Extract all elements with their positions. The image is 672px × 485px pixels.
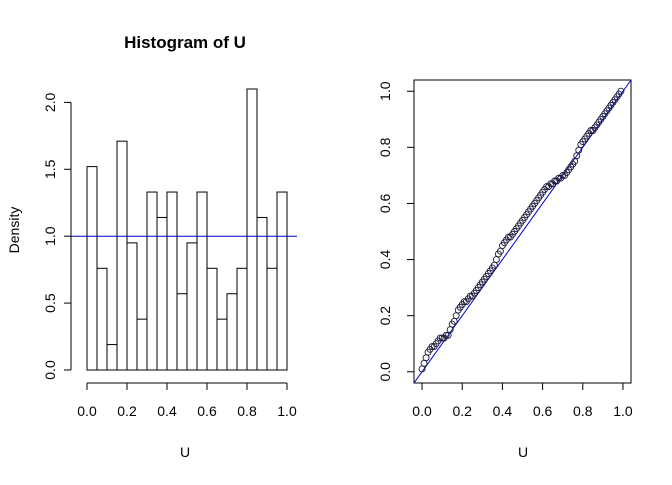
histogram-bar [96, 267, 108, 371]
y-tick-label: 2.0 [42, 92, 58, 112]
histogram-bar [206, 267, 218, 371]
qq-point [436, 334, 444, 342]
histogram-bar [166, 191, 178, 371]
x-tick-label: 0.0 [77, 403, 97, 419]
histogram-x-label: U [180, 444, 190, 460]
histogram-y-axis: 0.0 0.5 1.0 1.5 2.0 [42, 92, 72, 380]
histogram-bar [236, 267, 248, 371]
x-tick-label: 0.2 [452, 403, 472, 419]
histogram-bar [176, 293, 188, 371]
histogram-bar [146, 191, 158, 371]
qq-point [617, 87, 625, 95]
x-tick-label: 0.4 [493, 403, 513, 419]
x-tick-label: 0.2 [117, 403, 137, 419]
x-tick-label: 0.4 [157, 403, 177, 419]
x-tick-label: 0.0 [412, 403, 432, 419]
histogram-bar [116, 140, 128, 371]
histogram-bar [216, 318, 228, 371]
y-tick-label: 1.0 [42, 226, 58, 246]
histogram-bars [86, 88, 288, 371]
y-tick-label: 0.5 [42, 293, 58, 313]
qq-panel: U 0.0 0.2 0.4 0.6 0.8 1.0 0.0 0.2 0.4 0.6 0.8 1.0 [377, 79, 633, 460]
histogram-panel: Histogram of U U Density 0.0 0.2 0.4 0.6 0.8… [6, 33, 297, 460]
histogram-bar [136, 318, 148, 371]
y-tick-label: 0.2 [377, 306, 393, 326]
y-tick-label: 1.0 [377, 81, 393, 101]
histogram-bar [106, 344, 118, 371]
qq-point [452, 312, 460, 320]
histogram-bar [186, 242, 198, 371]
y-tick-label: 0.8 [377, 137, 393, 157]
x-tick-label: 1.0 [613, 403, 633, 419]
histogram-bar [256, 216, 268, 371]
y-tick-label: 1.5 [42, 159, 58, 179]
histogram-bar [246, 88, 258, 371]
histogram-x-axis: 0.0 0.2 0.4 0.6 0.8 1.0 [77, 382, 297, 419]
x-tick-label: 0.6 [197, 403, 217, 419]
qq-point [492, 256, 500, 264]
x-tick-label: 1.0 [277, 403, 297, 419]
histogram-y-label: Density [6, 207, 22, 254]
qq-y-axis: 0.0 0.2 0.4 0.6 0.8 1.0 [377, 81, 415, 382]
histogram-bar [86, 166, 98, 371]
x-tick-label: 0.8 [237, 403, 257, 419]
qq-point [422, 354, 430, 362]
histogram-bar [266, 267, 278, 371]
qq-point [442, 331, 450, 339]
y-tick-label: 0.4 [377, 250, 393, 270]
histogram-bar [156, 216, 168, 371]
histogram-bar [226, 293, 238, 371]
qq-point [420, 359, 428, 367]
qq-x-axis: 0.0 0.2 0.4 0.6 0.8 1.0 [412, 382, 633, 419]
histogram-title: Histogram of U [124, 33, 246, 52]
histogram-bar [276, 191, 288, 371]
x-tick-label: 0.8 [573, 403, 593, 419]
y-tick-label: 0.0 [42, 360, 58, 380]
y-tick-label: 0.6 [377, 194, 393, 214]
histogram-bar [126, 242, 138, 371]
x-tick-label: 0.6 [533, 403, 553, 419]
qq-points [418, 87, 625, 373]
y-tick-label: 0.0 [377, 362, 393, 382]
qq-x-label: U [518, 444, 528, 460]
histogram-bar [196, 191, 208, 371]
